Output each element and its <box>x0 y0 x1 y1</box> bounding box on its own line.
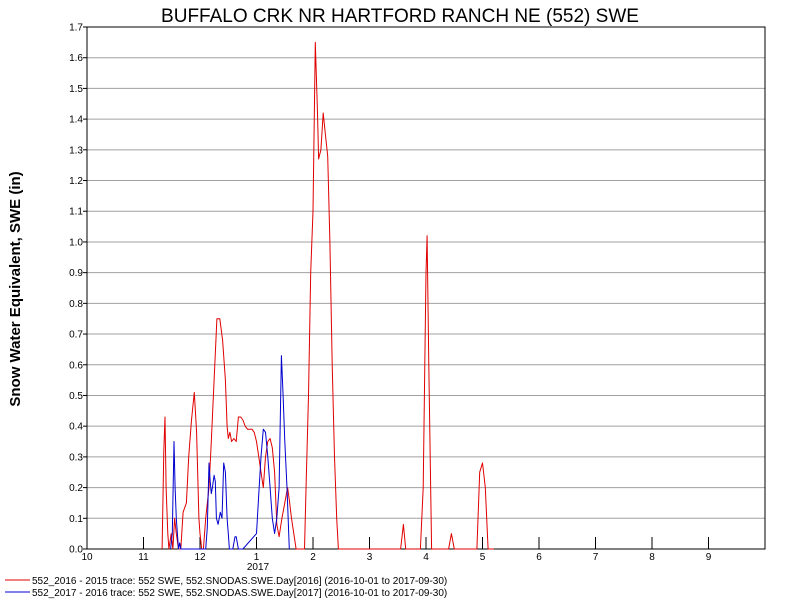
y-tick-label: 0.9 <box>69 268 83 279</box>
y-tick-label: 0.4 <box>69 422 83 433</box>
x-tick-label: 6 <box>536 552 542 563</box>
series-line-552-2016 <box>161 41 494 550</box>
y-tick-label: 0.5 <box>69 391 83 402</box>
year-label: 2017 <box>247 562 270 573</box>
legend-label-552-2016: 552_2016 - 2015 trace: 552 SWE, 552.SNOD… <box>32 576 447 587</box>
x-tick-label: 1 <box>254 552 260 563</box>
y-tick-label: 1.1 <box>69 207 83 218</box>
x-tick-label: 7 <box>593 552 599 563</box>
legend: 552_2016 - 2015 trace: 552 SWE, 552.SNOD… <box>5 576 447 599</box>
y-tick-label: 0.8 <box>69 299 83 310</box>
x-tick-label: 10 <box>81 552 93 563</box>
y-tick-label: 0.6 <box>69 360 83 371</box>
y-tick-label: 1.0 <box>69 237 83 248</box>
y-tick-label: 0.3 <box>69 452 83 463</box>
y-axis-label: Snow Water Equivalent, SWE (in) <box>7 171 24 406</box>
x-tick-label: 4 <box>423 552 429 563</box>
y-tick-label: 1.3 <box>69 145 83 156</box>
y-axis-ticks: 0.0 0.1 0.2 0.3 0.4 0.5 0.6 0.7 0.8 0.9 1.0 1.1 1.2 1… <box>69 23 87 556</box>
series-lines <box>161 41 494 550</box>
x-tick-label: 2 <box>310 552 316 563</box>
chart-title: BUFFALO CRK NR HARTFORD RANCH NE (552) S… <box>161 6 639 27</box>
y-tick-label: 1.7 <box>69 23 83 34</box>
x-tick-label: 3 <box>367 552 373 563</box>
y-tick-label: 1.5 <box>69 84 83 95</box>
legend-label-552-2017: 552_2017 - 2016 trace: 552 SWE, 552.SNOD… <box>32 588 447 599</box>
y-tick-label: 0.2 <box>69 483 83 494</box>
y-tick-label: 1.2 <box>69 176 83 187</box>
x-tick-label: 8 <box>649 552 655 563</box>
x-tick-label: 5 <box>480 552 486 563</box>
y-tick-label: 0.1 <box>69 514 83 525</box>
y-tick-label: 0.0 <box>69 545 83 556</box>
x-tick-label: 11 <box>138 552 149 563</box>
y-tick-label: 1.4 <box>69 115 83 126</box>
series-line-552-2017 <box>170 355 290 550</box>
y-tick-label: 0.7 <box>69 330 83 341</box>
x-axis-ticks: 10 11 12 1 2 3 4 5 6 7 8 9 <box>81 537 712 563</box>
y-tick-label: 1.6 <box>69 53 83 64</box>
x-tick-label: 12 <box>194 552 206 563</box>
x-tick-label: 9 <box>706 552 712 563</box>
